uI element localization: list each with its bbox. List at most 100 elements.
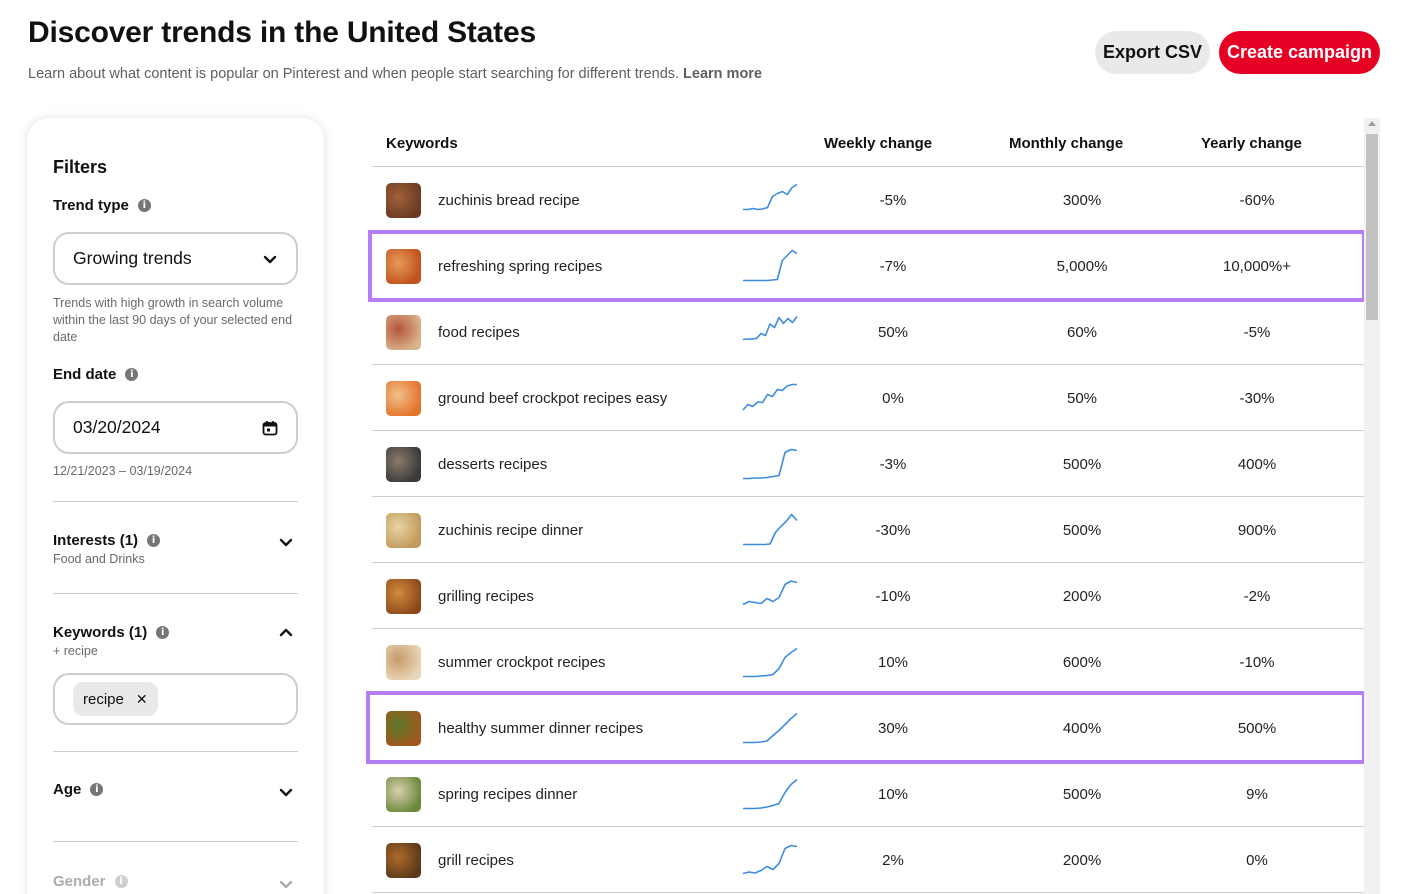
keyword-thumbnail xyxy=(386,711,421,746)
scroll-up-icon[interactable] xyxy=(1368,121,1376,126)
trend-sparkline xyxy=(743,647,798,678)
column-header-monthly[interactable]: Monthly change xyxy=(1009,135,1124,152)
table-row[interactable]: desserts recipes -3% 500% 400% xyxy=(372,431,1364,497)
scrollbar-thumb[interactable] xyxy=(1366,134,1378,320)
keyword-text[interactable]: refreshing spring recipes xyxy=(438,258,603,275)
trends-table: Keywords Weekly change Monthly change Ye… xyxy=(372,118,1364,894)
info-icon[interactable]: i xyxy=(125,368,139,381)
yearly-change-value: -5% xyxy=(1243,324,1271,341)
keyword-text[interactable]: grilling recipes xyxy=(438,588,534,605)
trend-type-select[interactable]: Growing trends xyxy=(53,232,298,285)
yearly-change-value: 900% xyxy=(1237,522,1277,539)
interests-label-text: Interests (1) xyxy=(53,532,139,549)
trend-sparkline xyxy=(742,316,798,341)
sparkline-path xyxy=(742,316,798,341)
info-icon[interactable]: i xyxy=(114,875,128,888)
keyword-thumbnail xyxy=(386,777,421,812)
sparkline-path xyxy=(743,647,798,678)
age-label-text: Age xyxy=(53,781,82,798)
keyword-text[interactable]: ground beef crockpot recipes easy xyxy=(438,390,668,407)
interests-sub: Food and Drinks xyxy=(53,552,145,566)
keyword-text[interactable]: desserts recipes xyxy=(438,456,548,473)
yearly-change-value: -10% xyxy=(1239,654,1275,671)
column-header-weekly[interactable]: Weekly change xyxy=(824,135,933,152)
keyword-thumbnail xyxy=(386,645,421,680)
info-icon[interactable]: i xyxy=(147,534,161,547)
trend-sparkline xyxy=(743,778,798,810)
sparkline-path xyxy=(743,513,798,546)
trend-sparkline xyxy=(742,580,798,606)
learn-more-link[interactable]: Learn more xyxy=(683,66,763,82)
table-row[interactable]: ground beef crockpot recipes easy 0% 50% -3… xyxy=(372,365,1364,431)
gender-label-text: Gender xyxy=(53,873,106,890)
table-row[interactable]: summer crockpot recipes 10% 600% -10% xyxy=(372,629,1364,695)
weekly-change-value: -7% xyxy=(879,258,907,275)
trend-sparkline xyxy=(743,249,798,282)
monthly-change-value: 200% xyxy=(1062,588,1102,605)
keyword-thumbnail xyxy=(386,513,421,548)
gender-label[interactable]: Gender i xyxy=(53,873,128,890)
age-label[interactable]: Age i xyxy=(53,781,104,798)
chevron-down-icon[interactable] xyxy=(278,876,294,892)
chevron-down-icon[interactable] xyxy=(278,534,294,550)
table-row[interactable]: food recipes 50% 60% -5% xyxy=(372,299,1364,365)
yearly-change-value: 10,000%+ xyxy=(1223,258,1291,275)
yearly-change-value: -30% xyxy=(1239,390,1275,407)
keywords-label-text: Keywords (1) xyxy=(53,624,148,641)
scrollbar[interactable] xyxy=(1364,118,1380,894)
end-date-range: 12/21/2023 – 03/19/2024 xyxy=(53,464,193,478)
monthly-change-value: 500% xyxy=(1062,456,1102,473)
highlight-box xyxy=(368,230,1366,302)
keyword-text[interactable]: zuchinis bread recipe xyxy=(438,192,580,209)
close-icon[interactable]: ✕ xyxy=(135,690,148,707)
chevron-up-icon[interactable] xyxy=(278,625,294,641)
end-date-label: End date i xyxy=(53,366,139,383)
keyword-thumbnail xyxy=(386,447,421,482)
interests-label[interactable]: Interests (1) i xyxy=(53,532,161,549)
sparkline-path xyxy=(743,712,798,744)
keyword-text[interactable]: grill recipes xyxy=(438,852,514,869)
table-row[interactable]: zuchinis bread recipe -5% 300% -60% xyxy=(372,167,1364,233)
trend-sparkline xyxy=(743,448,798,480)
info-icon[interactable]: i xyxy=(137,199,151,212)
keywords-label[interactable]: Keywords (1) i xyxy=(53,624,170,641)
info-icon[interactable]: i xyxy=(90,783,104,796)
column-header-yearly[interactable]: Yearly change xyxy=(1201,135,1302,152)
keyword-text[interactable]: zuchinis recipe dinner xyxy=(438,522,584,539)
keyword-text[interactable]: healthy summer dinner recipes xyxy=(438,720,644,737)
keyword-text[interactable]: food recipes xyxy=(438,324,520,341)
table-row[interactable]: zuchinis recipe dinner -30% 500% 900% xyxy=(372,497,1364,563)
yearly-change-value: 0% xyxy=(1246,852,1268,869)
weekly-change-value: 10% xyxy=(877,654,909,671)
keyword-thumbnail xyxy=(386,183,421,218)
keyword-text[interactable]: summer crockpot recipes xyxy=(438,654,606,671)
create-campaign-button[interactable]: Create campaign xyxy=(1219,31,1380,74)
keyword-thumbnail xyxy=(386,381,421,416)
trend-sparkline xyxy=(743,513,798,546)
keyword-thumbnail xyxy=(386,249,421,284)
monthly-change-value: 400% xyxy=(1062,720,1102,737)
weekly-change-value: -3% xyxy=(879,456,907,473)
monthly-change-value: 600% xyxy=(1062,654,1102,671)
table-body: zuchinis bread recipe -5% 300% -60% refreshi… xyxy=(372,167,1364,893)
keywords-sub: + recipe xyxy=(53,644,98,658)
keywords-input[interactable]: recipe ✕ xyxy=(53,673,298,725)
page-subtitle: Learn about what content is popular on P… xyxy=(28,66,762,82)
sparkline-path xyxy=(743,778,798,810)
weekly-change-value: -5% xyxy=(879,192,907,209)
keyword-text[interactable]: spring recipes dinner xyxy=(438,786,578,803)
subtitle-text: Learn about what content is popular on P… xyxy=(28,66,680,82)
table-row[interactable]: spring recipes dinner 10% 500% 9% xyxy=(372,761,1364,827)
chevron-down-icon[interactable] xyxy=(278,784,294,800)
table-header: Keywords Weekly change Monthly change Ye… xyxy=(372,118,1364,167)
table-row[interactable]: grilling recipes -10% 200% -2% xyxy=(372,563,1364,629)
end-date-field[interactable]: 03/20/2024 xyxy=(53,401,298,454)
divider xyxy=(53,841,298,842)
table-row[interactable]: grill recipes 2% 200% 0% xyxy=(372,827,1364,893)
calendar-icon[interactable] xyxy=(262,420,278,436)
keyword-tag: recipe ✕ xyxy=(73,682,158,716)
keyword-tag-label: recipe xyxy=(83,690,124,708)
export-csv-button[interactable]: Export CSV xyxy=(1095,31,1210,74)
monthly-change-value: 200% xyxy=(1062,852,1102,869)
info-icon[interactable]: i xyxy=(156,626,170,639)
